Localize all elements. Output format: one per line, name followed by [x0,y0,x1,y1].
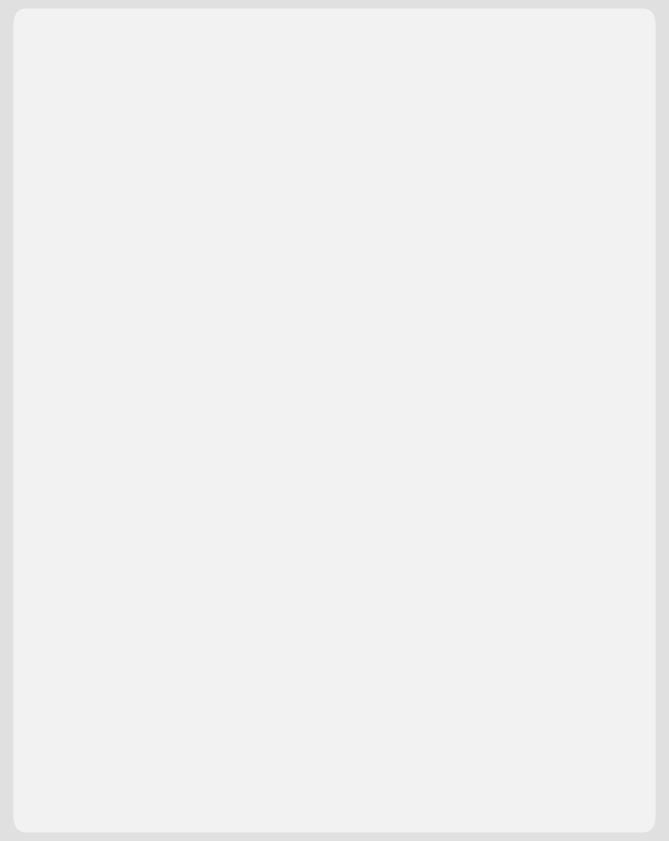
Text: 0.41: 0.41 [179,493,222,511]
Text: x: x [88,452,100,471]
Text: 1: 1 [282,452,294,471]
Text: of this defect is given by the: of this defect is given by the [335,231,642,251]
Text: f(x): f(x) [77,493,110,511]
Text: 0.1538: 0.1538 [369,633,442,653]
FancyBboxPatch shape [27,25,161,97]
Text: 4: 4 [543,452,555,471]
Text: ?expected cost: ?expected cost [361,378,531,398]
Text: given by the below table, If cost: given by the below table, If cost [296,182,642,203]
Text: 0.05: 0.05 [440,493,483,511]
Text: 2: 2 [369,452,381,471]
Text: 0.1738: 0.1738 [369,705,442,725]
Text: 0.01: 0.01 [527,493,570,511]
Text: number of imperfections per 10: number of imperfections per 10 [298,85,642,105]
Text: following equation g(x)=1/100: following equation g(x)=1/100 [314,280,642,300]
Text: *: * [347,378,358,398]
Text: Q12) The distribution of the: Q12) The distribution of the [343,36,642,56]
Text: meters of synthetic fabric is: meters of synthetic fabric is [341,134,642,154]
Text: 3: 3 [456,452,468,471]
Text: 0.16: 0.16 [353,493,396,511]
Text: (x^2+2x+12), what is the: (x^2+2x+12), what is the [358,329,642,349]
Text: 0.37: 0.37 [266,493,309,511]
Text: 0.1338: 0.1338 [369,562,442,582]
Text: 0.1938: 0.1938 [369,776,442,796]
Text: 0: 0 [195,452,207,471]
